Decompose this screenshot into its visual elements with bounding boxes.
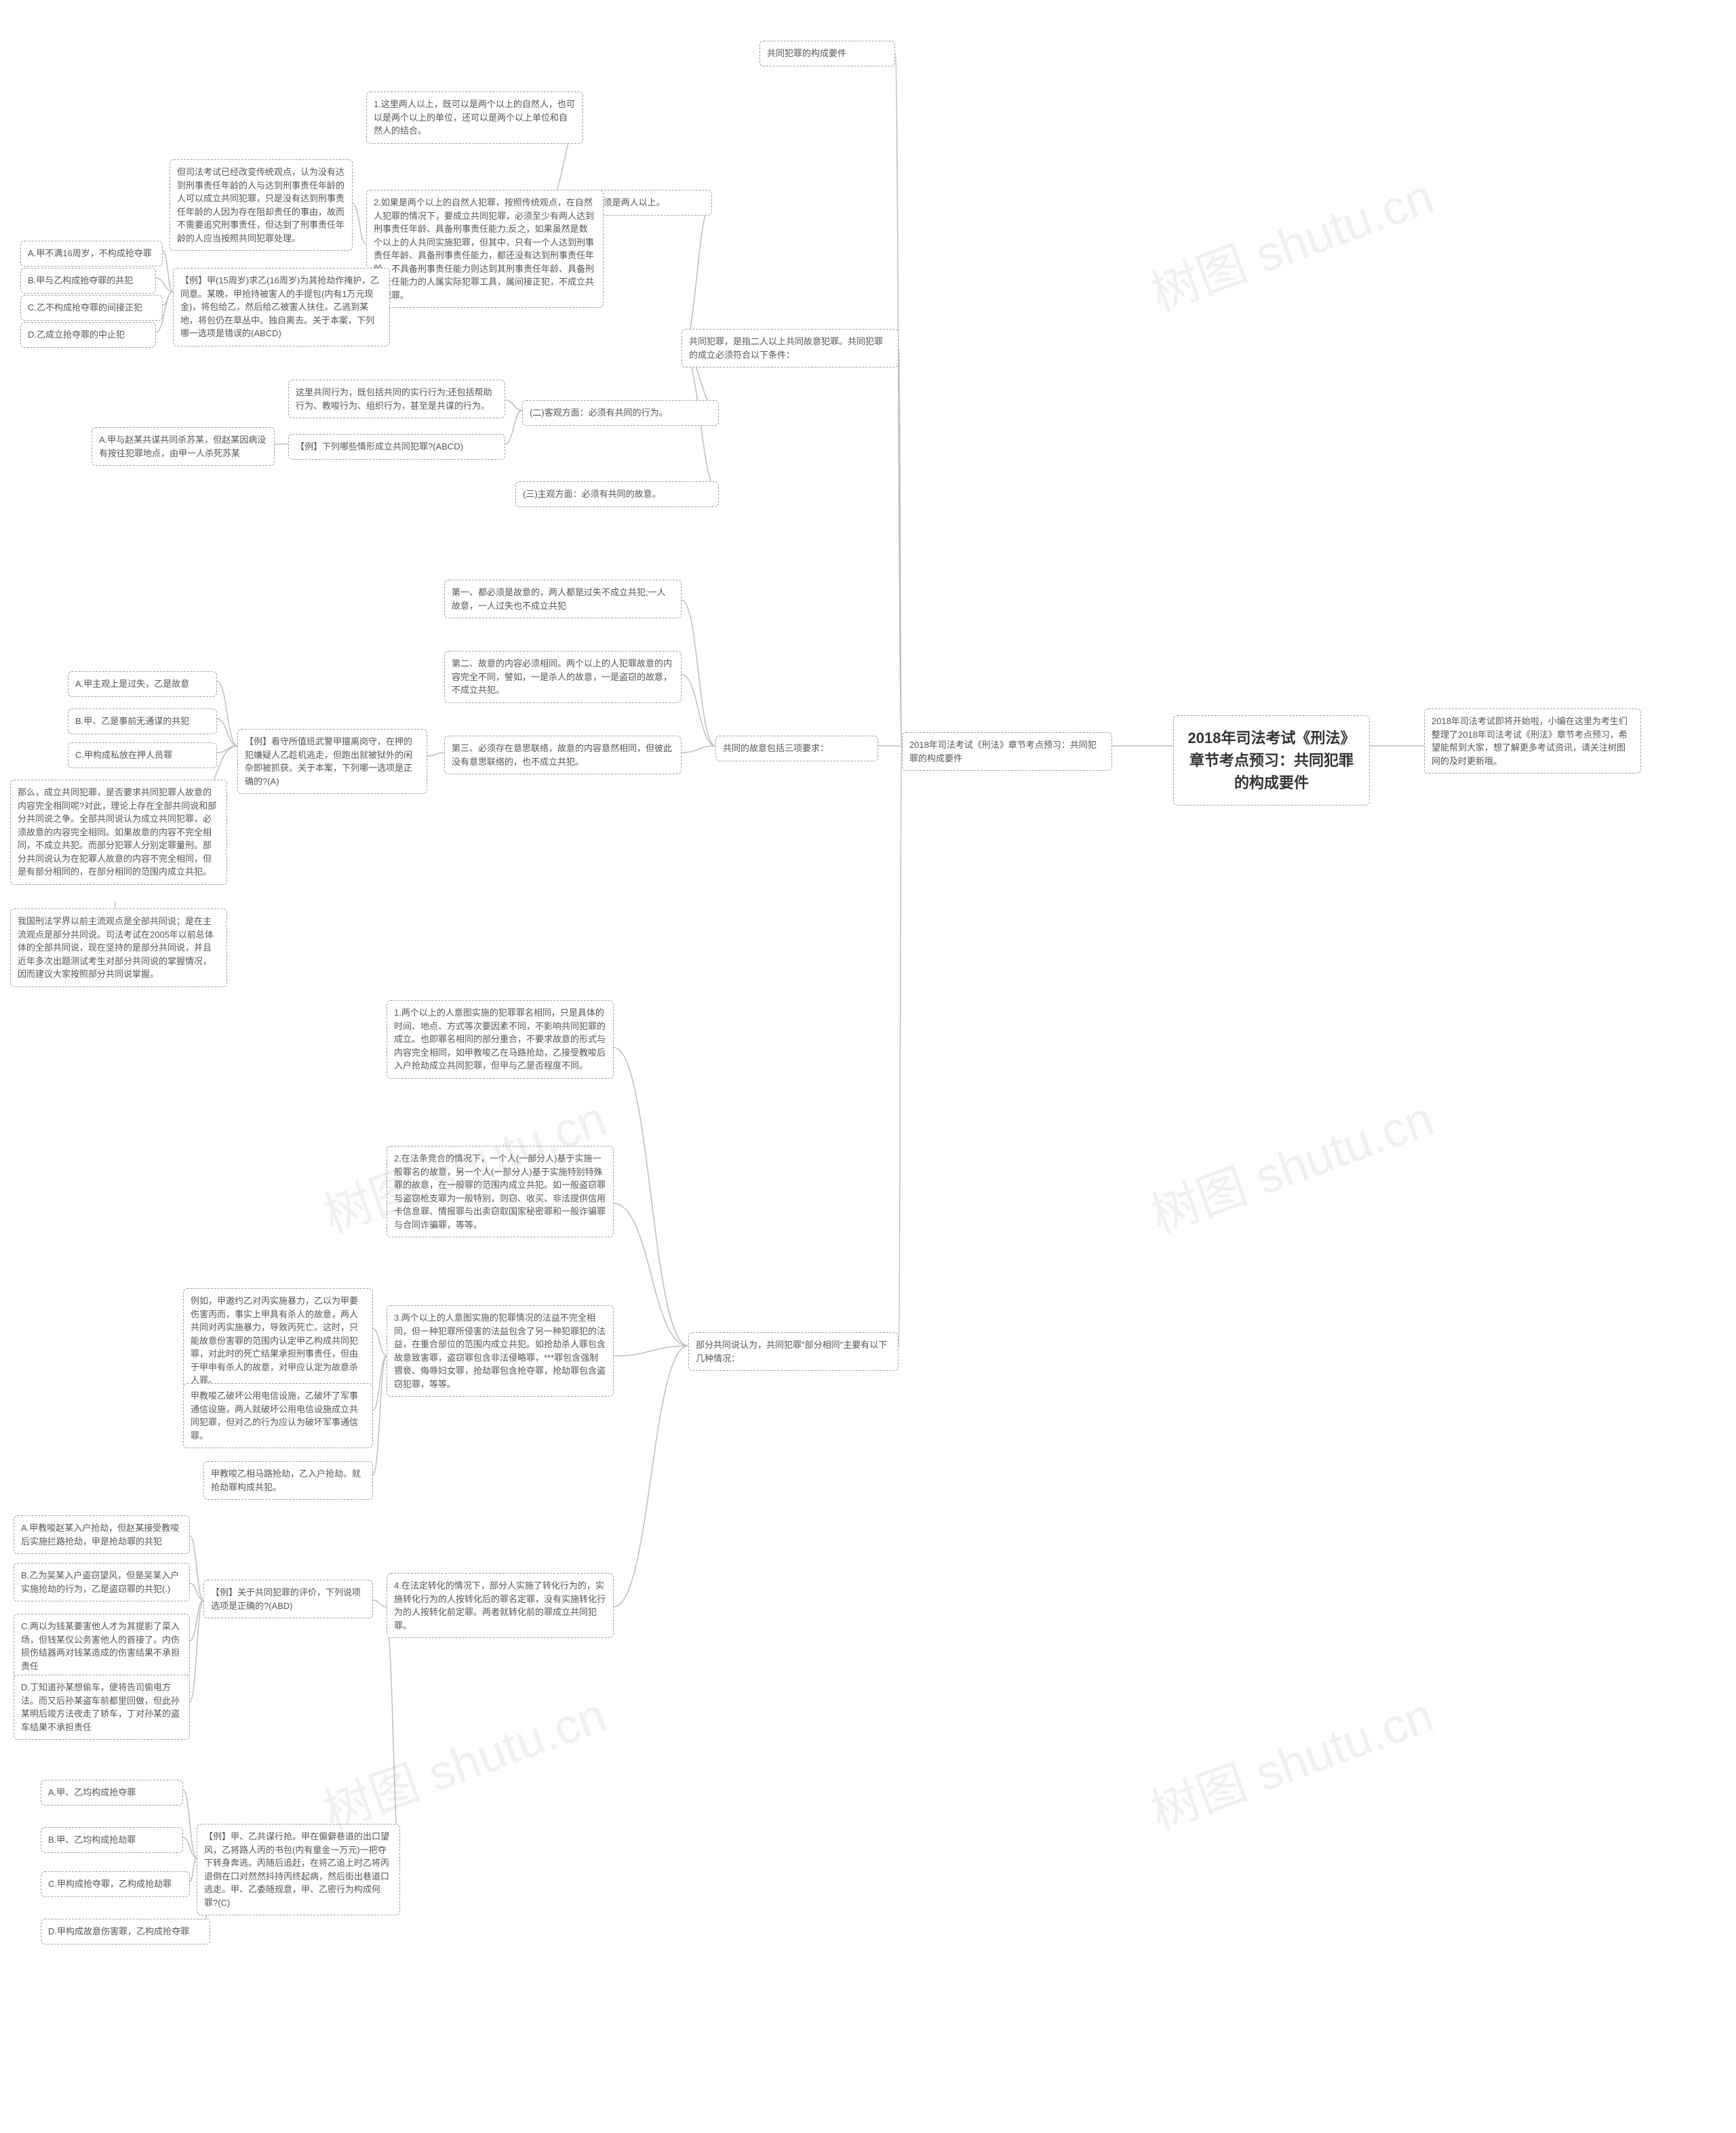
- node-case3-sub2[interactable]: 甲教唆乙破坏公用电信设施，乙破坏了军事通信设施，两人就破坏公用电信设施成立共同犯…: [183, 1383, 373, 1448]
- node-main2-body[interactable]: 这里共同行为，既包括共同的实行行为;还包括帮助行为、教唆行为、组织行为，甚至是共…: [288, 380, 505, 418]
- node-main1-ex-b[interactable]: B.甲与乙构成抢夺罪的共犯: [20, 268, 156, 294]
- node-main1-ex[interactable]: 【例】甲(15周岁)求乙(16周岁)为其抢劫作掩护，乙同意。某晚，甲抢持被害人的…: [173, 268, 390, 346]
- node-final-ex-c[interactable]: C.甲构成抢夺罪，乙构成抢劫罪: [41, 1871, 190, 1897]
- node-note2[interactable]: 我国刑法学界以前主流观点是全部共同说；是在主流观点是部分共同说。司法考试在200…: [10, 909, 227, 987]
- node-main2-ex-a[interactable]: A.甲与赵某共谋共同杀苏某，但赵某因病没有按往犯罪地点，由甲一人杀死苏某: [92, 427, 275, 466]
- node-sense2[interactable]: 第二、故意的内容必须相同。两个以上的人犯罪故意的内容完全不同，譬如，一是杀人的故…: [444, 651, 682, 703]
- node-sense3-ex-a[interactable]: A.甲主观上是过失，乙是故意: [68, 671, 217, 697]
- node-case3[interactable]: 3.两个以上的人意图实施的犯罪情况的法益不完全相同，但一种犯罪所侵害的法益包含了…: [387, 1305, 614, 1397]
- node-L2a[interactable]: 共同犯罪的构成要件: [760, 41, 895, 66]
- node-main2-title[interactable]: (二)客观方面：必须有共同的行为。: [522, 400, 719, 426]
- node-sense3[interactable]: 第三、必须存在意思联络，故意的内容意然相同，但彼此没有意思联络的，也不成立共犯。: [444, 736, 682, 774]
- node-main1-ex-c[interactable]: C.乙不构成抢夺罪的间接正犯: [20, 295, 163, 321]
- node-final-ex-b[interactable]: B.甲、乙均构成抢劫罪: [41, 1827, 183, 1853]
- node-main1-2-note[interactable]: 但司法考试已经改变传统观点，认为没有达到刑事责任年龄的人与达到刑事责任年龄的人可…: [170, 159, 353, 251]
- node-main2-ex[interactable]: 【例】下列哪些情形成立共同犯罪?(ABCD): [288, 434, 505, 460]
- node-case4-sub1[interactable]: 甲教唆乙相马路抢劫，乙入户抢劫。就抢劫罪构成共犯。: [203, 1461, 373, 1500]
- node-main1-body[interactable]: 1.这里两人以上，既可以是两个以上的自然人，也可以是两个以上的单位，还可以是两个…: [366, 92, 583, 144]
- node-sense3-ex-b[interactable]: B.甲、乙是事前无通谋的共犯: [68, 709, 217, 734]
- node-sense3-ex[interactable]: 【例】看守所值班武警甲擅离岗守，在押的犯嫌疑人乙趁机逃走，但跑出就被狱外的闲杂即…: [237, 729, 427, 794]
- watermark: 树图 shutu.cn: [1139, 1079, 1442, 1247]
- node-case2[interactable]: 2.在法条竞合的情况下，一个人(一部分人)基于实施一般罪名的故意，另一个人(一部…: [387, 1146, 614, 1237]
- node-L2b[interactable]: 共同犯罪，是指二人以上共同故意犯罪。共同犯罪的成立必须符合以下条件：: [682, 329, 899, 367]
- node-case4[interactable]: 4.在法定转化的情况下，部分人实施了转化行为的，实施转化行为的人按转化后的罪名定…: [387, 1573, 614, 1638]
- node-main1-2[interactable]: 2.如果是两个以上的自然人犯罪，按照传统观点，在自然人犯罪的情况下，要成立共同犯…: [366, 190, 604, 308]
- node-final-ex-d[interactable]: D.甲构成故意伤害罪，乙构成抢夺罪: [41, 1919, 210, 1945]
- watermark: 树图 shutu.cn: [312, 1675, 614, 1843]
- node-sense3-ex-c[interactable]: C.甲构成私放在押人员罪: [68, 742, 217, 768]
- node-main1-ex-a[interactable]: A.甲不满16周岁，不构成抢夺罪: [20, 241, 163, 266]
- node-case4-ex[interactable]: 【例】关于共同犯罪的评价，下列说项选项是正确的?(ABD): [203, 1580, 373, 1618]
- node-main3-title[interactable]: (三)主观方面：必须有共同的故意。: [515, 481, 719, 507]
- node-L2c[interactable]: 共同的故意包括三项要求：: [715, 736, 878, 761]
- node-main1-ex-d[interactable]: D.乙成立抢夺罪的中止犯: [20, 322, 156, 348]
- node-final-ex[interactable]: 【例】甲、乙共谋行抢。甲在偏僻巷道的出口望风，乙将路人丙的书包(内有童金一万元)…: [197, 1824, 400, 1915]
- node-final-ex-a[interactable]: A.甲、乙均构成抢夺罪: [41, 1780, 183, 1806]
- node-intro[interactable]: 2018年司法考试即将开始啦，小编在这里为考生们整理了2018年司法考试《刑法》…: [1424, 709, 1641, 774]
- mindmap-root[interactable]: 2018年司法考试《刑法》 章节考点预习：共同犯罪 的构成要件: [1173, 715, 1370, 805]
- node-case1[interactable]: 1.两个以上的人意图实施的犯罪罪名相同，只是具体的时间、地点、方式等次要因素不同…: [387, 1000, 614, 1079]
- node-sense1[interactable]: 第一、都必须是故意的，两人都是过失不成立共犯;一人故意，一人过失也不成立共犯: [444, 580, 682, 618]
- node-case4-ex-a[interactable]: A.甲教唆赵某入户抢劫，但赵某接受教唆后实施拦路抢劫，甲是抢劫罪的共犯: [14, 1515, 190, 1554]
- node-L1[interactable]: 2018年司法考试《刑法》章节考点预习：共同犯罪的构成要件: [902, 732, 1112, 771]
- node-case4-ex-b[interactable]: B.乙为吴某入户盗窃望风，但是吴某入户实施抢劫的行为，乙是盗窃罪的共犯(.): [14, 1563, 190, 1601]
- watermark: 树图 shutu.cn: [1139, 1675, 1442, 1843]
- node-case3-sub1[interactable]: 例如，甲邀约乙对丙实施暴力，乙以为甲要伤害丙而，事实上甲具有杀人的故意，两人共同…: [183, 1288, 373, 1393]
- node-case4-ex-d[interactable]: D.丁知道孙某想偷车，便将告司偷电方法。而又后孙某盗车前都里回做，但此孙某明后竣…: [14, 1675, 190, 1740]
- node-case4-ex-c[interactable]: C.两以为钱某要害他人才为其提影了菜入场，但钱某仅公务害他人的首接了。内伤损伤结…: [14, 1614, 190, 1679]
- node-note1[interactable]: 那么，成立共同犯罪，是否要求共同犯罪人故意的内容完全相同呢?对此，理论上存在全部…: [10, 780, 227, 885]
- node-L2d[interactable]: 部分共同说认为，共同犯罪"部分相同"主要有以下几种情况：: [688, 1332, 899, 1371]
- watermark: 树图 shutu.cn: [1139, 157, 1442, 325]
